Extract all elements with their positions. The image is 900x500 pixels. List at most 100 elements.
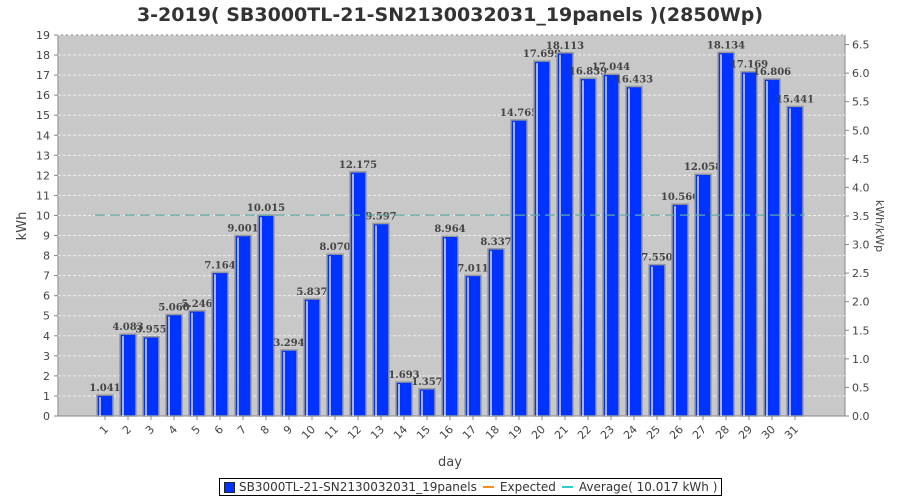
data-label: 3.294 — [273, 338, 304, 349]
data-label: 12.058 — [684, 162, 722, 173]
x-tick-label: 25 — [644, 423, 663, 442]
data-label: 1.693 — [388, 370, 419, 381]
y2-tick-label: 3.0 — [852, 239, 870, 252]
legend-swatch-average — [561, 486, 573, 488]
y-tick-label: 7 — [43, 270, 50, 283]
y2-tick-label: 3.5 — [852, 210, 870, 223]
data-label: 5.246 — [181, 299, 212, 310]
data-label: 5.837 — [296, 287, 327, 298]
data-label: 8.070 — [319, 242, 350, 253]
x-tick-label: 30 — [759, 423, 778, 442]
x-tick-label: 1 — [97, 423, 111, 437]
y-tick-label: 16 — [36, 89, 50, 102]
legend-swatch-series — [224, 481, 235, 493]
x-axis-label: day — [438, 455, 462, 470]
x-tick-label: 16 — [437, 423, 456, 442]
x-tick-label: 10 — [299, 423, 318, 442]
x-tick-label: 9 — [281, 423, 295, 437]
x-tick-label: 2 — [120, 423, 134, 437]
data-label: 7.164 — [204, 260, 235, 271]
x-tick-label: 15 — [414, 423, 433, 442]
data-label: 15.441 — [776, 94, 814, 105]
y2-axis-label: kWh/kWp — [873, 200, 886, 252]
y-tick-label: 9 — [43, 230, 50, 243]
x-tick-label: 5 — [189, 423, 203, 437]
data-label: 1.041 — [89, 383, 120, 394]
y-axis-label: kWh — [15, 212, 30, 241]
y-tick-label: 2 — [43, 370, 50, 383]
data-label: 17.699 — [523, 49, 561, 60]
y-tick-label: 6 — [43, 290, 50, 303]
chart-title: 3-2019( SB3000TL-21-SN2130032031_19panel… — [137, 4, 763, 26]
data-label: 3.955 — [135, 325, 166, 336]
x-tick-label: 7 — [235, 423, 249, 437]
y2-tick-label: 4.0 — [852, 181, 870, 194]
y-tick-label: 8 — [43, 250, 50, 263]
legend-label-expected: Expected — [499, 480, 556, 494]
x-tick-label: 18 — [483, 423, 502, 442]
y2-tick-label: 4.5 — [852, 153, 870, 166]
y2-tick-label: 1.5 — [852, 324, 870, 337]
data-label: 9.597 — [365, 212, 396, 223]
data-label: 16.433 — [615, 74, 653, 85]
data-label: 1.357 — [411, 377, 442, 388]
x-tick-label: 12 — [345, 423, 364, 442]
y-tick-label: 0 — [43, 410, 50, 423]
y-tick-label: 11 — [36, 189, 50, 202]
y-tick-label: 5 — [43, 310, 50, 323]
y-tick-label: 19 — [36, 29, 50, 42]
x-tick-label: 19 — [506, 423, 525, 442]
y-tick-label: 18 — [36, 49, 50, 62]
data-label: 10.015 — [247, 203, 285, 214]
y2-tick-label: 2.5 — [852, 267, 870, 280]
x-tick-label: 20 — [529, 423, 548, 442]
x-tick-label: 21 — [552, 423, 571, 442]
y-tick-label: 12 — [36, 169, 50, 182]
data-label: 12.175 — [339, 160, 377, 171]
x-tick-label: 26 — [667, 423, 686, 442]
x-tick-label: 27 — [690, 423, 709, 442]
data-label: 7.011 — [457, 263, 488, 274]
x-tick-label: 3 — [143, 423, 157, 437]
x-tick-label: 8 — [258, 423, 272, 437]
data-label: 17.044 — [592, 62, 630, 73]
y-tick-label: 17 — [36, 69, 50, 82]
legend-label-average: Average( 10.017 kWh ) — [578, 480, 718, 494]
data-label: 5.060 — [158, 303, 189, 314]
x-tick-label: 31 — [782, 423, 801, 442]
x-tick-label: 29 — [736, 423, 755, 442]
data-label: 10.566 — [661, 192, 699, 203]
data-label: 16.806 — [753, 67, 791, 78]
legend-label-series: SB3000TL-21-SN2130032031_19panels — [239, 480, 477, 494]
y-tick-label: 14 — [36, 129, 50, 142]
data-label: 7.550 — [641, 253, 672, 264]
x-tick-label: 6 — [212, 423, 226, 437]
x-tick-label: 4 — [166, 423, 180, 437]
data-label: 17.169 — [730, 60, 768, 71]
y2-tick-label: 1.0 — [852, 353, 870, 366]
data-label: 18.113 — [546, 41, 584, 52]
legend: SB3000TL-21-SN2130032031_19panels Expect… — [219, 478, 723, 496]
y2-tick-label: 5.0 — [852, 124, 870, 137]
y-tick-label: 15 — [36, 109, 50, 122]
data-label: 4.083 — [112, 322, 143, 333]
y2-tick-label: 5.5 — [852, 96, 870, 109]
y2-tick-label: 2.0 — [852, 296, 870, 309]
y-tick-label: 13 — [36, 149, 50, 162]
x-tick-label: 23 — [598, 423, 617, 442]
x-tick-label: 28 — [713, 423, 732, 442]
data-label: 18.134 — [707, 40, 745, 51]
y2-tick-label: 0.0 — [852, 410, 870, 423]
y-tick-label: 1 — [43, 390, 50, 403]
y-tick-label: 10 — [36, 209, 50, 222]
y2-tick-label: 0.5 — [852, 381, 870, 394]
x-tick-label: 17 — [460, 423, 479, 442]
x-tick-label: 22 — [575, 423, 594, 442]
legend-swatch-expected — [482, 486, 494, 488]
data-label: 8.964 — [434, 224, 465, 235]
x-tick-label: 11 — [322, 423, 341, 442]
x-tick-label: 24 — [621, 423, 640, 442]
y-tick-label: 3 — [43, 350, 50, 363]
data-label: 9.001 — [227, 224, 258, 235]
